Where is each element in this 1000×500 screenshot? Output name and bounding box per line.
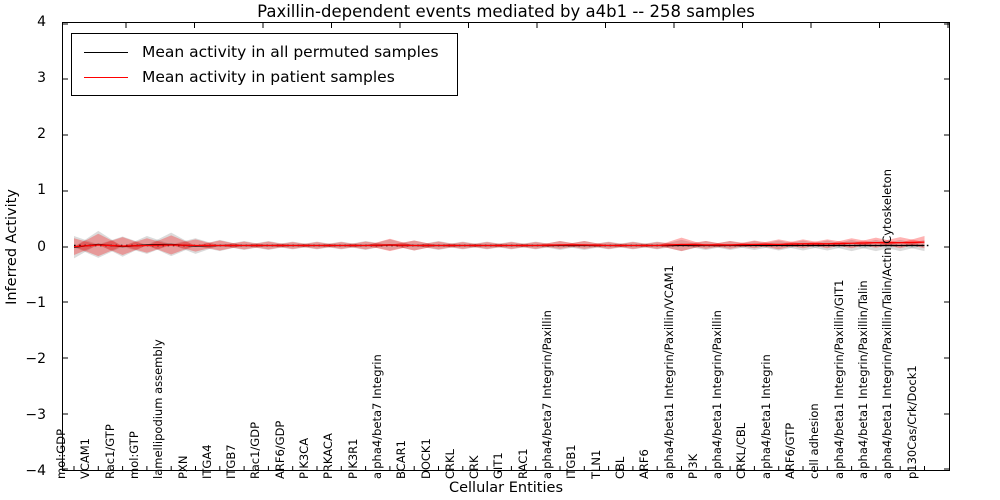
x-tick-label: TLN1: [588, 449, 603, 479]
x-tick-label: alpha4/beta7 Integrin: [369, 354, 384, 479]
patient-mean-line: [73, 241, 925, 248]
plot-area: Mean activity in all permuted samples Me…: [62, 22, 950, 471]
legend-box: Mean activity in all permuted samples Me…: [71, 33, 458, 96]
x-tick-label: mol:GTP: [126, 431, 141, 479]
x-tick-label: alpha4/beta1 Integrin/Paxillin/Talin: [855, 280, 870, 479]
x-tick-label: PI3K: [685, 453, 700, 479]
y-tick-label: −3: [25, 406, 46, 423]
x-tick-label: p130Cas/Crk/Dock1: [904, 365, 919, 479]
x-tick-label: alpha4/beta1 Integrin/Paxillin/VCAM1: [661, 265, 676, 479]
x-tick-label: CRKL: [442, 449, 457, 479]
x-tick-label: PIK3CA: [297, 437, 311, 479]
red-line-sample-icon: [84, 76, 128, 78]
x-tick-label: DOCK1: [418, 438, 433, 479]
x-tick-label: alpha4/beta7 Integrin/Paxillin: [540, 310, 554, 479]
x-tick-label: ARF6: [637, 449, 652, 479]
x-tick-label: ARF6/GTP: [783, 422, 797, 479]
x-tick-label: ITGB7: [224, 444, 239, 479]
x-tick-label: GIT1: [491, 452, 506, 479]
chart-title: Paxillin-dependent events mediated by a4…: [257, 2, 755, 21]
x-tick-label: alpha4/beta1 Integrin/Paxillin/GIT1: [831, 279, 846, 479]
x-tick-label: CRKL/CBL: [734, 422, 749, 479]
x-tick-label: alpha4/beta1 Integrin/Paxillin/Talin/Act…: [880, 169, 895, 479]
x-tick-label: PXN: [175, 455, 190, 479]
legend-item-permuted: Mean activity in all permuted samples: [84, 43, 439, 61]
x-tick-label: PRKACA: [321, 433, 336, 479]
y-tick-label: −1: [25, 294, 46, 311]
y-tick-label: 3: [37, 70, 46, 87]
x-tick-label: VCAM1: [78, 437, 93, 479]
x-tick-label: PIK3R1: [345, 438, 360, 480]
x-tick-label: alpha4/beta1 Integrin: [758, 354, 773, 479]
y-tick-label: −4: [25, 463, 46, 479]
x-tick-label: ITGB1: [564, 444, 579, 479]
x-tick-label: alpha4/beta1 Integrin/Paxillin: [710, 310, 725, 479]
x-tick-label: Rac1/GDP: [248, 421, 263, 479]
y-tick-label: 2: [37, 126, 46, 143]
x-axis-label: Cellular Entities: [448, 480, 564, 496]
legend-item-patient: Mean activity in patient samples: [84, 68, 439, 86]
y-tick-label: 0: [37, 238, 46, 255]
legend-item-label: Mean activity in all permuted samples: [142, 43, 439, 61]
y-tick-label: −2: [25, 350, 46, 367]
y-tick-label: 4: [37, 14, 46, 30]
permuted-band: [74, 235, 99, 259]
black-line-sample-icon: [84, 51, 128, 53]
x-tick-label: lamellipodium assembly: [151, 339, 166, 479]
legend-item-label: Mean activity in patient samples: [142, 68, 395, 86]
x-tick-label: mol:GDP: [54, 428, 68, 479]
x-tick-label: ITGA4: [199, 444, 214, 479]
x-tick-label: Rac1/GTP: [102, 424, 117, 479]
x-tick-label: BCAR1: [394, 440, 409, 479]
patient-band: [74, 238, 99, 256]
x-tick-label: ARF6/GDP: [272, 420, 287, 479]
y-tick-label: 1: [37, 182, 46, 199]
plot-canvas: [63, 23, 949, 470]
x-tick-label: cell adhesion: [807, 403, 822, 479]
x-tick-label: CRK: [467, 455, 482, 479]
x-tick-label: RAC1: [515, 448, 530, 479]
x-tick-label: CBL: [612, 456, 627, 479]
